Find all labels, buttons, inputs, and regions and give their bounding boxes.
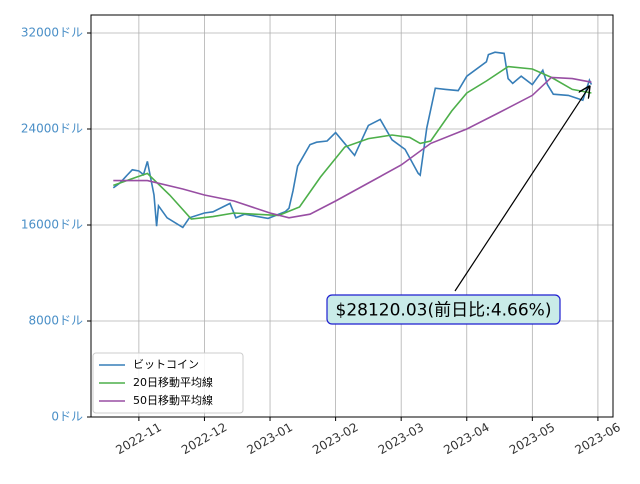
annotation-box xyxy=(326,294,561,325)
legend-label: ビットコイン xyxy=(133,358,199,371)
annotation-arrow xyxy=(454,87,589,292)
series-line xyxy=(112,51,593,229)
y-tick-label: 32000ドル xyxy=(21,26,83,40)
y-tick-label: 24000ドル xyxy=(21,122,83,136)
legend-box xyxy=(92,352,244,414)
y-tick-label: 8000ドル xyxy=(28,314,83,328)
plot-frame xyxy=(90,14,614,418)
y-tick-label: 0ドル xyxy=(51,410,83,424)
y-tick-label: 16000ドル xyxy=(21,218,83,232)
series-line xyxy=(113,76,592,219)
series-line xyxy=(113,65,592,220)
legend-label: 20日移動平均線 xyxy=(133,375,213,389)
legend-label: 50日移動平均線 xyxy=(133,393,213,407)
annotation-text: $28120.03(前日比:4.66%) xyxy=(336,301,552,321)
